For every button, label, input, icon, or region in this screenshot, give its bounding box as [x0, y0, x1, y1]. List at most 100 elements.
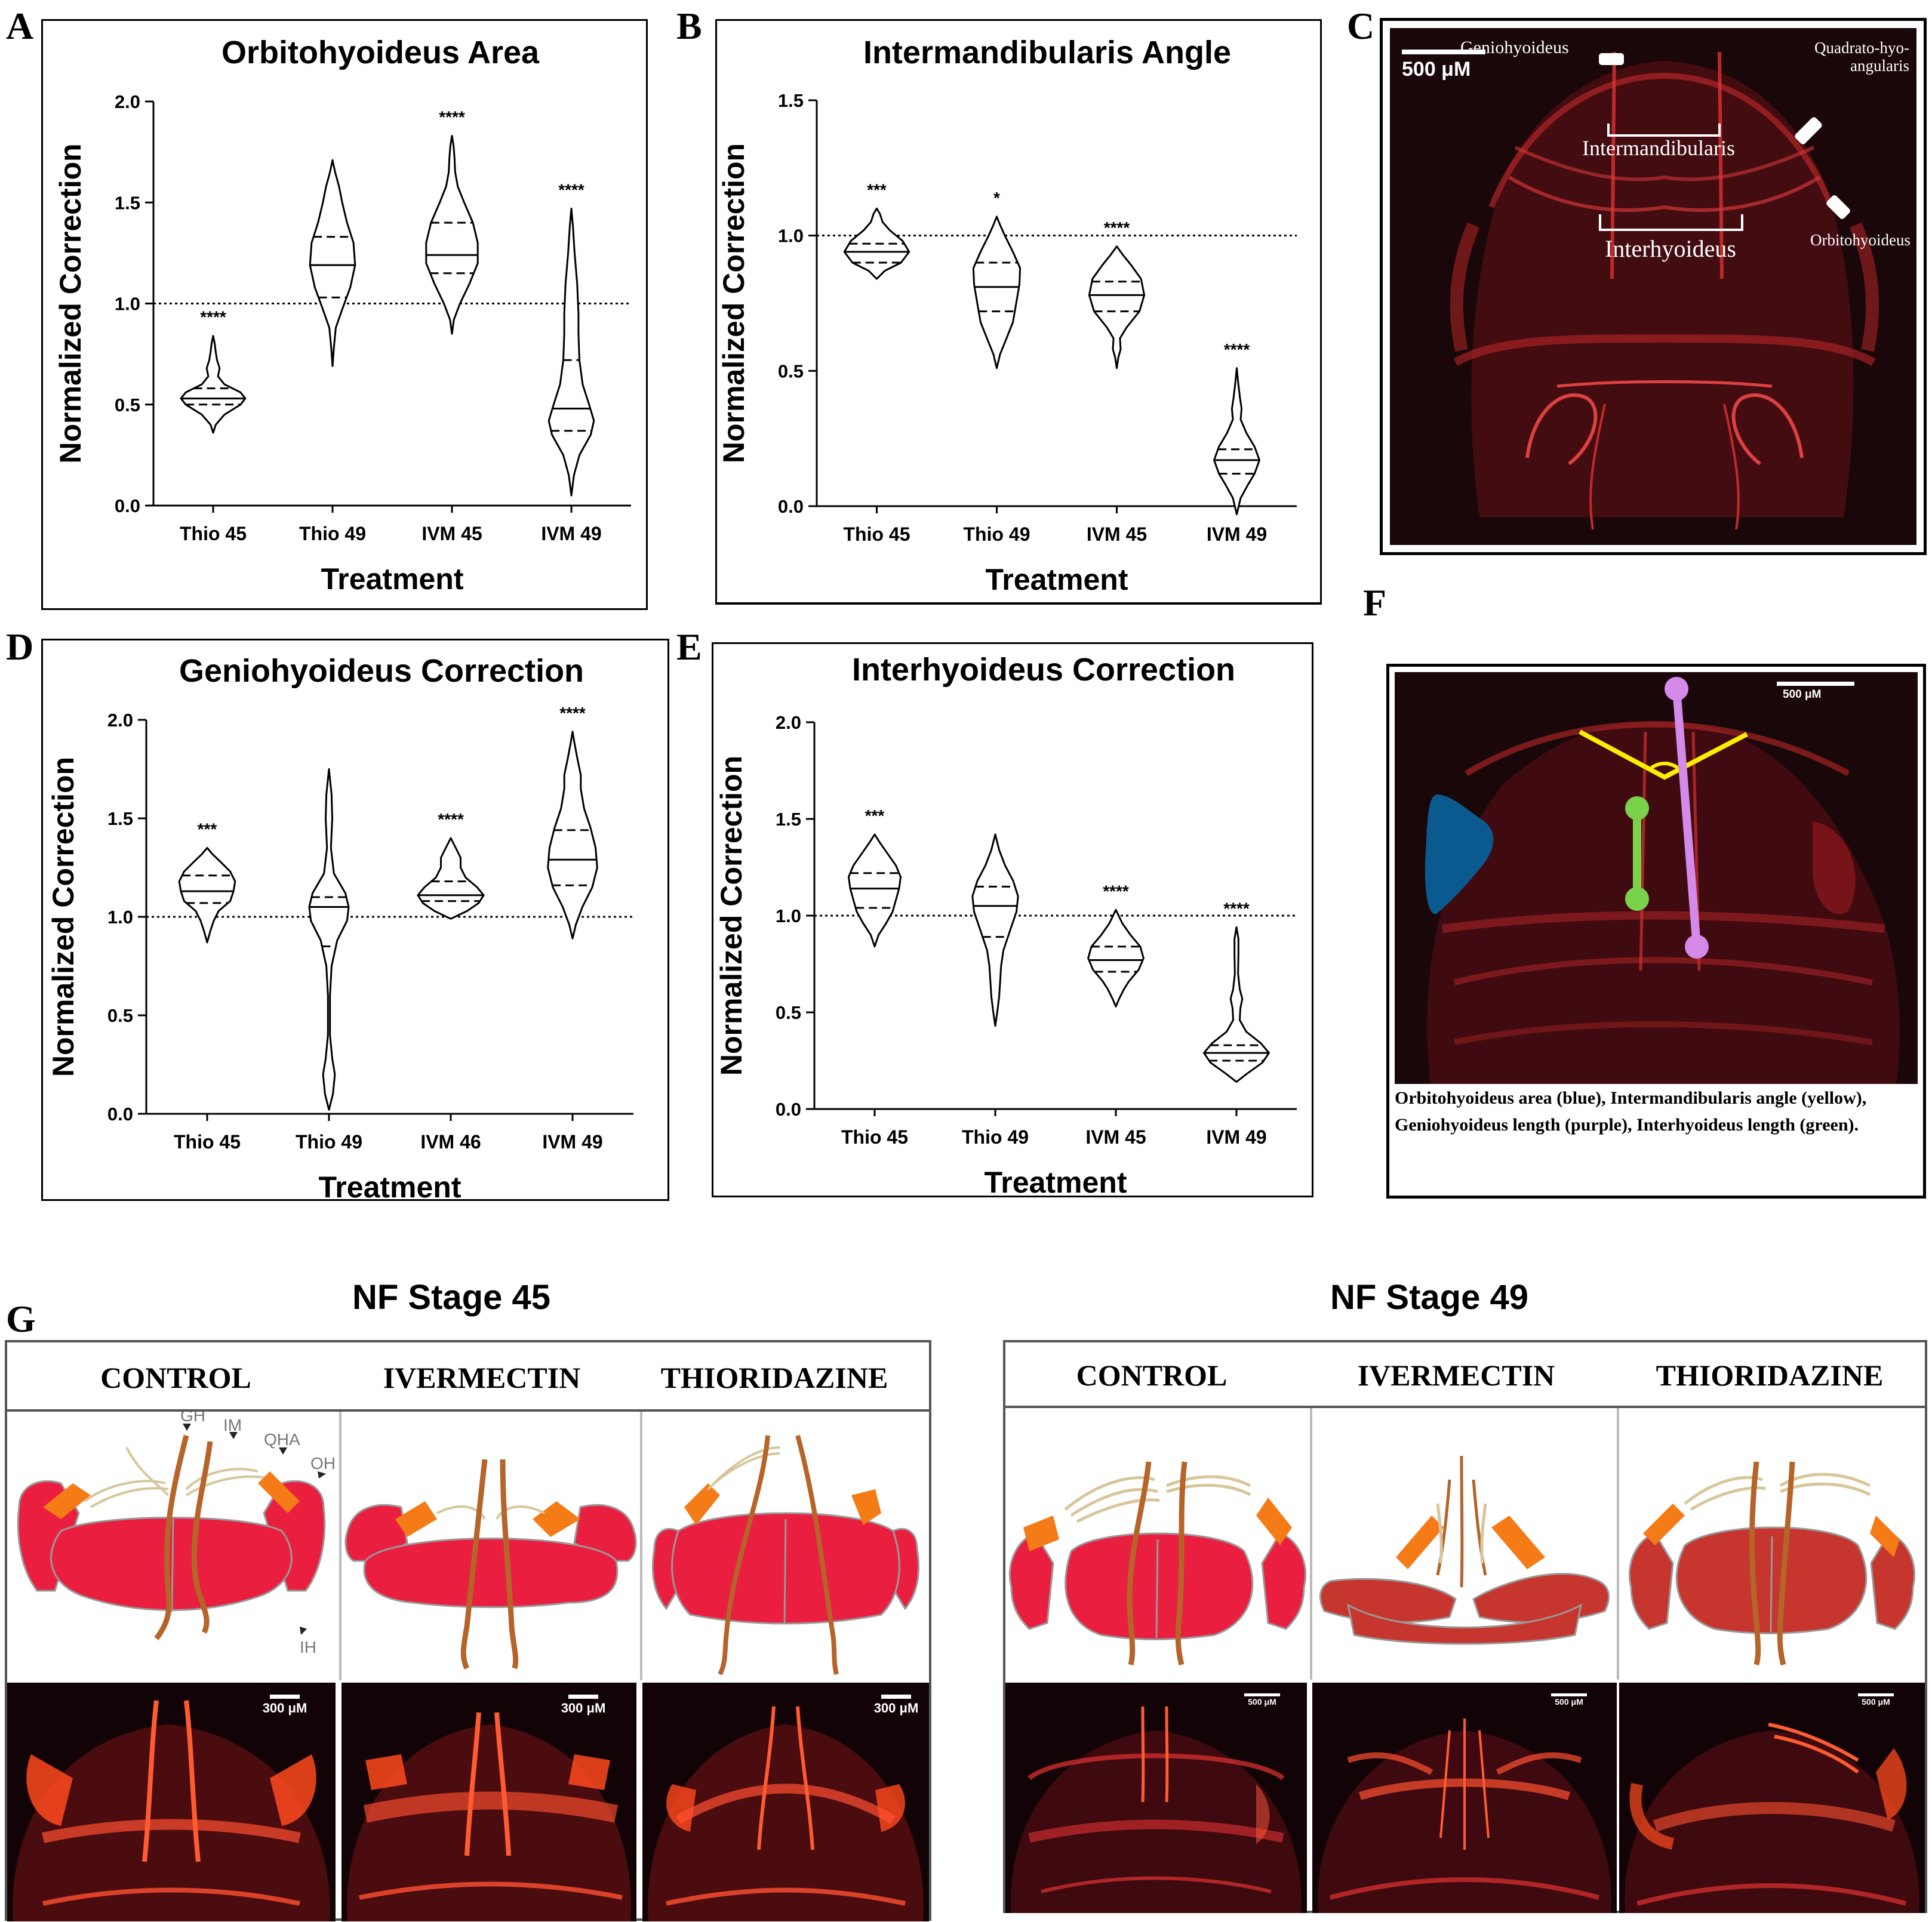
panel-letter-e: E: [676, 626, 702, 668]
violin-shape: [847, 833, 902, 948]
panel-letter-b: B: [676, 5, 702, 47]
chart-svg: Orbitohyoideus Area 0.0 0.5 1.0 1.5 2.0 Normal…: [41, 19, 648, 610]
tadpole-muscle-image: [1402, 50, 1879, 530]
y-tick-label: 0.0: [776, 1099, 801, 1120]
chart-geniohyoideus-correction: Geniohyoideus Correction 0.0 0.5 1.0 1.5 2.0 N…: [41, 639, 669, 1201]
x-tick-label: Thio 49: [299, 523, 366, 544]
stage-45-thioridazine-photo: 300 μM: [642, 1683, 929, 1921]
stage-45-title: NF Stage 45: [352, 1278, 550, 1317]
stage-49-control-scale: 500 μM: [1248, 1697, 1276, 1707]
panel-letter-d: D: [6, 626, 34, 668]
significance-marker: ****: [559, 704, 586, 722]
x-tick-label: IVM 46: [420, 1131, 481, 1153]
y-tick-label: 1.5: [115, 192, 140, 213]
label-quadrato-hyo-angularis: Quadrato-hyo- angularis: [1814, 39, 1909, 75]
violin-shape: [1213, 367, 1260, 516]
chart-svg: Geniohyoideus Correction 0.0 0.5 1.0 1.5 2.0 N…: [41, 639, 669, 1201]
x-tick-label: IVM 49: [1206, 1126, 1266, 1148]
panel-letter-a: A: [6, 5, 34, 47]
panel-letter-f: F: [1363, 581, 1387, 624]
y-tick-label: 2.0: [776, 712, 801, 733]
y-axis-label: Normalized Correction: [54, 143, 87, 463]
y-tick-label: 2.0: [115, 91, 140, 112]
violin-shape: [309, 159, 356, 367]
geniohyoideus-end-point: [1685, 935, 1709, 959]
geniohyoideus-start-point: [1665, 677, 1688, 701]
y-tick-label: 1.0: [776, 905, 801, 926]
stage-45-thioridazine-scale: 300 μM: [873, 1701, 919, 1715]
stage-45-thioridazine-header: THIORIDAZINE: [660, 1361, 888, 1394]
stage-45-thioridazine-diagram: [642, 1412, 929, 1678]
significance-marker: ****: [1223, 899, 1250, 917]
chart-frame: [715, 19, 1322, 605]
stage-45-panel: CONTROL IVERMECTIN THIORIDAZINE GH IM QH…: [5, 1340, 931, 1921]
label-geniohyoideus: Geniohyoideus: [1460, 38, 1569, 57]
x-tick-label: IVM 45: [1087, 523, 1147, 545]
significance-marker: ***: [865, 806, 885, 825]
x-tick-label: IVM 49: [542, 1131, 602, 1153]
y-tick-label: 1.0: [778, 226, 804, 247]
label-ih: IH: [300, 1638, 316, 1656]
stage-49-thioridazine-photo: 500 μM: [1619, 1683, 1925, 1913]
significance-marker: *: [993, 189, 1000, 207]
stage-45-ivermectin-photo: 300 μM: [342, 1683, 636, 1921]
stage-45-ivermectin-diagram: [342, 1412, 640, 1678]
y-tick-label: 2.0: [107, 710, 133, 731]
stage-49-thioridazine-header: THIORIDAZINE: [1656, 1359, 1884, 1392]
significance-marker: ****: [558, 180, 584, 199]
violin-shape: [178, 847, 236, 944]
x-axis-label: Treatment: [319, 1171, 462, 1201]
intermandibularis-angle-arc: [1650, 762, 1679, 769]
stage-49-ivermectin-photo: 500 μM: [1312, 1683, 1617, 1913]
orbitohyoideus-area-shape: [1425, 794, 1494, 914]
chart-interhyoideus-correction: Interhyoideus Correction 0.0 0.5 1.0 1.5 2.0 N…: [712, 642, 1313, 1197]
stage-49-panel: CONTROL IVERMECTIN THIORIDAZINE: [1003, 1340, 1927, 1913]
stage-45-ivermectin-scale: 300 μM: [561, 1701, 606, 1715]
significance-marker: ****: [1104, 218, 1130, 237]
chart-title: Orbitohyoideus Area: [221, 35, 540, 70]
chart-title: Geniohyoideus Correction: [179, 653, 584, 689]
significance-marker: ****: [1224, 340, 1250, 359]
violin-shape: [1088, 245, 1146, 369]
significance-marker: ***: [867, 180, 887, 199]
stage-49-control-photo: 500 μM: [1005, 1683, 1307, 1913]
y-tick-label: 0.5: [776, 1002, 801, 1023]
x-tick-label: Thio 49: [962, 1126, 1029, 1148]
y-tick-label: 0.0: [115, 495, 140, 516]
chart-title: Intermandibularis Angle: [863, 35, 1231, 70]
label-oh: OH: [310, 1454, 336, 1473]
chart-svg: Intermandibularis Angle 0.0 0.5 1.0 1.5 Norma…: [715, 19, 1322, 605]
stage-49-control-header: CONTROL: [1076, 1359, 1228, 1392]
y-tick-label: 1.0: [115, 294, 140, 315]
x-tick-label: Thio 49: [296, 1131, 362, 1153]
violin-shape: [1203, 926, 1270, 1083]
y-axis-label: Normalized Correction: [47, 757, 80, 1077]
significance-marker: ****: [439, 108, 465, 127]
y-tick-label: 0.5: [107, 1005, 133, 1026]
label-gh: GH: [180, 1412, 205, 1425]
stage-49-title: NF Stage 49: [1330, 1278, 1528, 1317]
panel-letter-c: C: [1347, 5, 1375, 47]
chart-frame: [41, 19, 648, 610]
stage-45-control-diagram: GH IM QHA OH IH: [7, 1412, 339, 1678]
panel-letter-g: G: [6, 1298, 36, 1340]
stage-45-control-photo: 300 μM: [7, 1683, 336, 1921]
label-im: IM: [223, 1416, 242, 1434]
y-tick-label: 0.0: [778, 496, 804, 517]
intermandibularis-angle-line: [1579, 729, 1748, 780]
x-tick-label: Thio 45: [180, 523, 247, 544]
violin-shape: [417, 837, 485, 920]
x-tick-label: IVM 49: [1207, 523, 1267, 545]
y-tick-label: 1.5: [776, 809, 801, 830]
y-axis-label: Normalized Correction: [717, 143, 750, 463]
stage-49-ivermectin-header: IVERMECTIN: [1357, 1359, 1555, 1392]
y-tick-label: 1.5: [107, 808, 133, 829]
y-tick-label: 0.0: [107, 1104, 133, 1125]
violin-shape: [425, 135, 479, 335]
significance-marker: ***: [198, 820, 217, 839]
panel-f-scale-label: 500 μM: [1783, 688, 1822, 701]
y-tick-label: 1.0: [107, 907, 133, 928]
chart-intermandibularis-angle: Intermandibularis Angle 0.0 0.5 1.0 1.5 Norma…: [715, 19, 1322, 610]
stage-49-control-diagram: [1005, 1408, 1310, 1680]
